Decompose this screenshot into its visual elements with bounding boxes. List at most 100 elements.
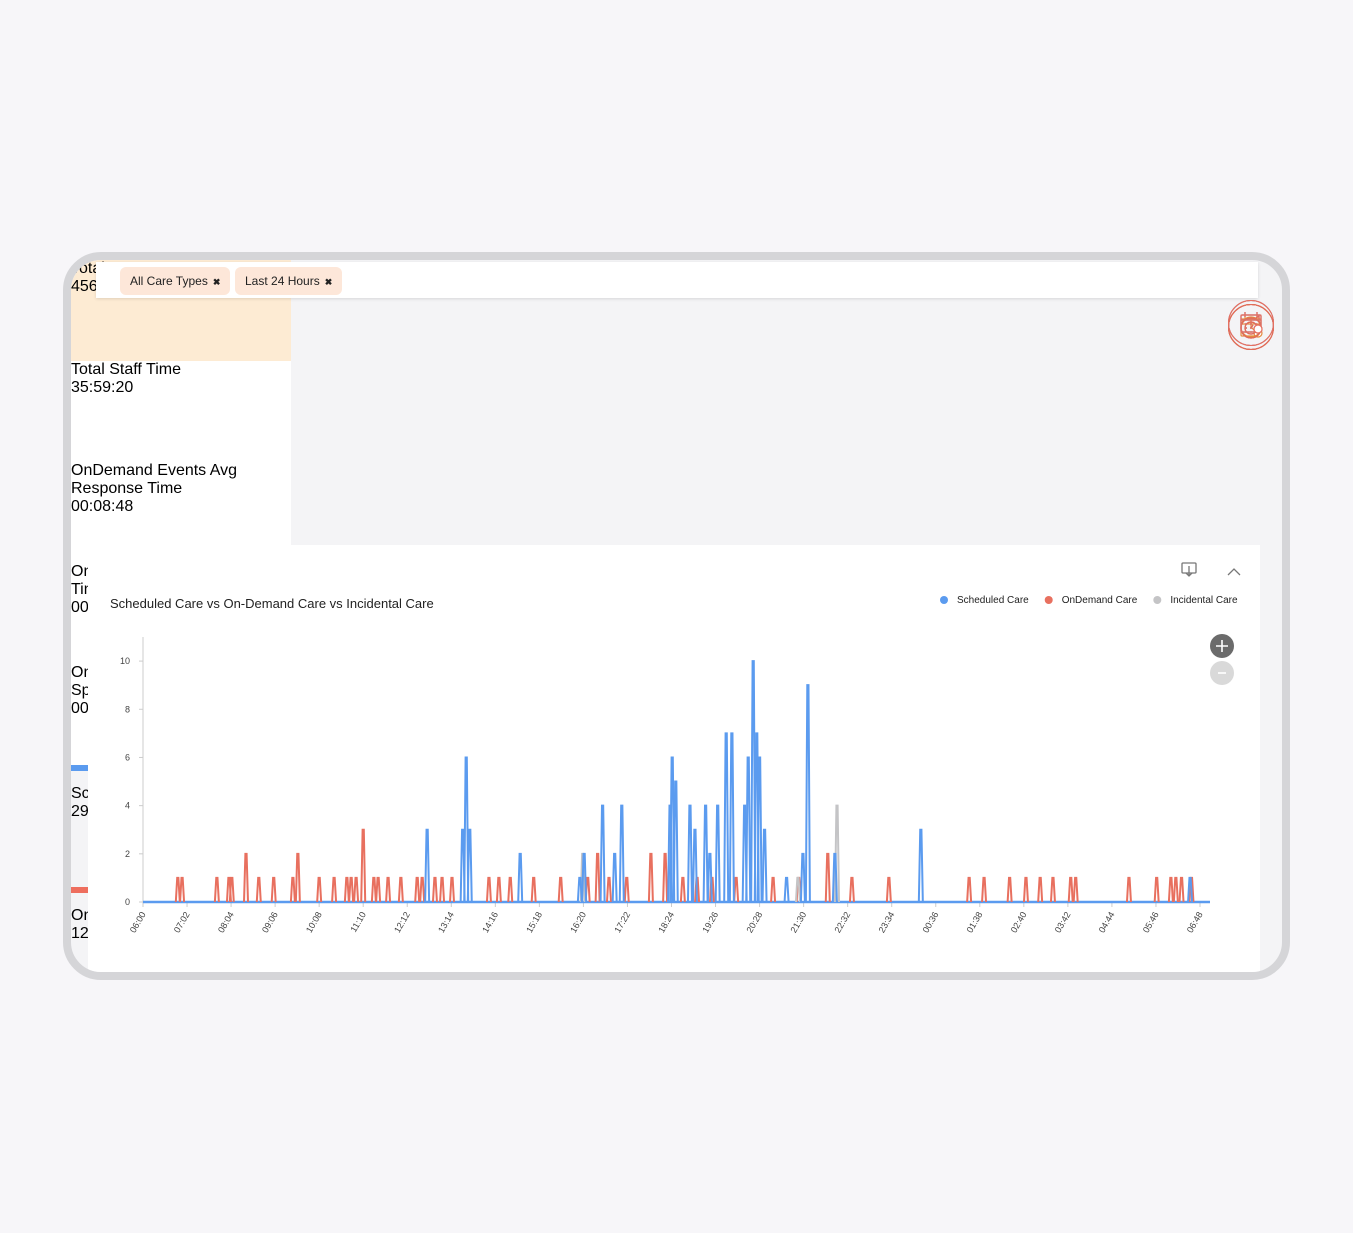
spike <box>756 756 763 903</box>
spike <box>557 876 564 903</box>
download-icon[interactable] <box>1181 562 1197 577</box>
spike <box>1167 876 1174 903</box>
spike <box>594 852 601 903</box>
spike <box>679 876 686 903</box>
spike <box>981 876 988 903</box>
x-tick-label: 15:18 <box>524 910 544 935</box>
x-tick-label: 22:32 <box>832 910 852 935</box>
spike <box>966 876 973 903</box>
spike <box>917 828 924 903</box>
spike <box>1178 876 1185 903</box>
spike <box>463 756 470 903</box>
filter-bar: All Care Types ✖ Last 24 Hours ✖ <box>96 262 1258 298</box>
spike <box>714 804 721 903</box>
spike <box>794 876 801 903</box>
zoom-in[interactable] <box>1210 634 1234 658</box>
x-tick-label: 05:46 <box>1141 910 1161 935</box>
filter-chip[interactable]: All Care Types ✖ <box>120 267 231 295</box>
spike <box>599 804 606 903</box>
spike <box>1072 876 1079 903</box>
spike <box>576 876 583 903</box>
y-tick-label: 0 <box>125 897 130 907</box>
spike <box>761 828 768 903</box>
spike <box>669 756 676 903</box>
chart-panel: Scheduled Care vs On-Demand Care vs Inci… <box>88 545 1260 972</box>
spike <box>348 876 355 903</box>
spike <box>375 876 382 903</box>
spike <box>691 828 698 903</box>
spike <box>750 660 757 903</box>
x-tick-label: 06:00 <box>128 910 148 935</box>
x-tick-label: 01:38 <box>965 910 985 935</box>
spike <box>424 828 431 903</box>
y-tick-label: 6 <box>125 752 130 762</box>
spike <box>733 876 740 903</box>
spike <box>1067 876 1074 903</box>
spike <box>1022 876 1029 903</box>
x-tick-label: 07:02 <box>172 910 192 935</box>
spike <box>179 876 186 903</box>
legend-label: Incidental Care <box>1170 595 1238 606</box>
x-tick-label: 20:28 <box>744 910 764 935</box>
x-tick-label: 02:40 <box>1009 910 1029 935</box>
spike <box>385 876 392 903</box>
filter-label: All Care Types <box>130 274 208 288</box>
spike <box>1006 876 1013 903</box>
collapse-icon[interactable] <box>1227 568 1241 576</box>
spike <box>228 876 235 903</box>
spike <box>419 876 426 903</box>
x-tick-label: 13:14 <box>436 910 456 935</box>
y-tick-label: 10 <box>120 656 130 666</box>
spike <box>848 876 855 903</box>
spike <box>728 732 735 903</box>
y-tick-label: 8 <box>125 704 130 714</box>
spike <box>799 852 806 903</box>
filter-chip[interactable]: Last 24 Hours ✖ <box>235 267 343 295</box>
spike <box>485 876 492 903</box>
spike <box>611 852 618 903</box>
spike <box>213 876 220 903</box>
summary-card: Total Staff Time 35:59:20 <box>71 304 1274 462</box>
spike <box>581 852 588 903</box>
spike <box>439 876 446 903</box>
spike <box>745 756 752 903</box>
spike <box>331 876 338 903</box>
spike <box>507 876 514 903</box>
x-tick-label: 19:26 <box>700 910 720 935</box>
zoom-out[interactable] <box>1210 661 1234 685</box>
spike <box>783 876 790 903</box>
spike <box>723 732 730 903</box>
card-value: 00:08:48 <box>71 498 134 515</box>
x-tick-label: 16:20 <box>568 910 588 935</box>
spike <box>360 828 367 903</box>
spike <box>431 876 438 903</box>
legend-marker <box>1153 596 1162 604</box>
spike <box>831 852 838 903</box>
spike <box>270 876 277 903</box>
x-tick-label: 23:34 <box>877 910 897 935</box>
spike <box>686 804 693 903</box>
spike <box>623 876 630 903</box>
spike <box>414 876 421 903</box>
spike <box>706 852 713 903</box>
chart: Scheduled Care vs On-Demand Care vs Inci… <box>110 562 1241 935</box>
spike <box>449 876 456 903</box>
spike <box>647 852 654 903</box>
x-tick-label: 06:48 <box>1185 910 1205 935</box>
y-tick-label: 2 <box>125 849 130 859</box>
spike <box>1153 876 1160 903</box>
x-tick-label: 14:16 <box>480 910 500 935</box>
spike <box>885 876 892 903</box>
device-frame: All Care Types✖ Last 24 Hours✖ Total Eve… <box>63 252 1290 980</box>
x-tick-label: 08:04 <box>216 910 236 935</box>
spike <box>495 876 502 903</box>
x-tick-label: 12:12 <box>392 910 412 935</box>
spike <box>605 876 612 903</box>
legend-label: OnDemand Care <box>1062 595 1138 606</box>
x-tick-label: 17:22 <box>612 910 632 935</box>
spike <box>243 852 250 903</box>
spike <box>343 876 350 903</box>
spike <box>289 876 296 903</box>
spike <box>618 804 625 903</box>
